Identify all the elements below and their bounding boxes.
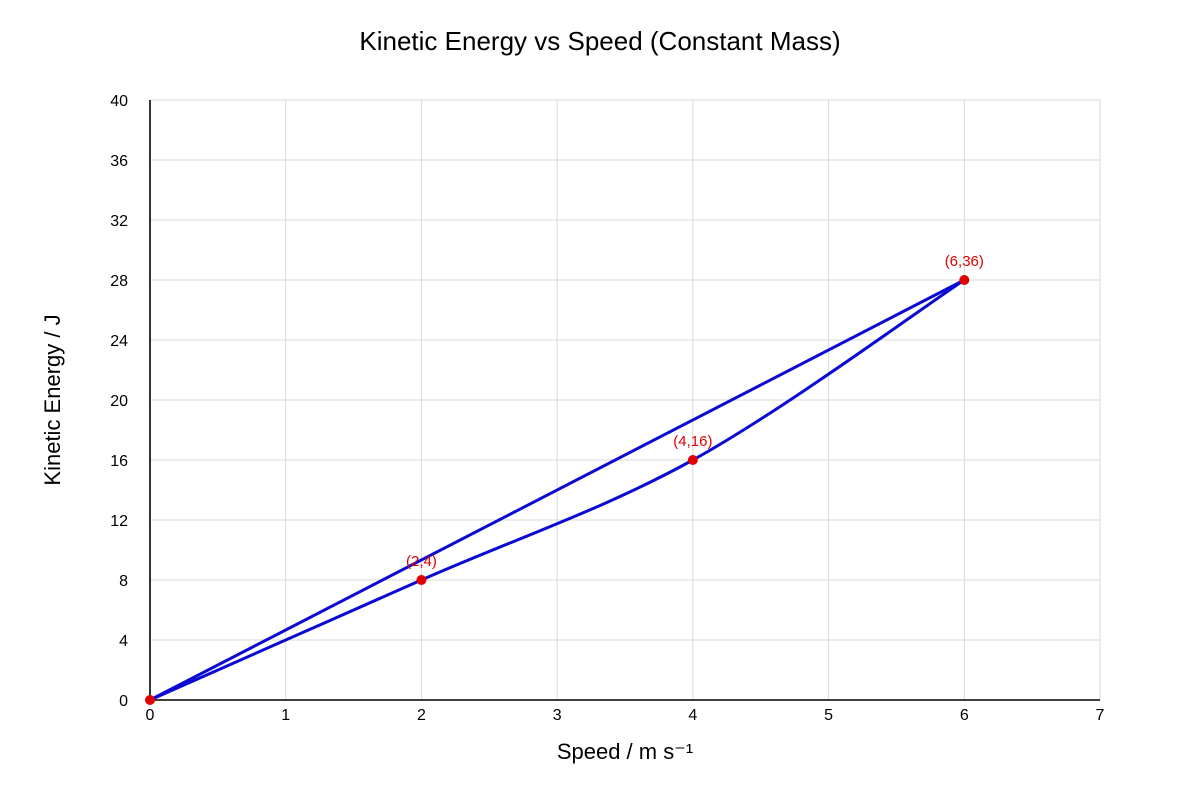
x-tick-label: 0: [146, 707, 155, 724]
x-tick-label: 1: [281, 707, 290, 724]
y-tick-label: 0: [119, 693, 128, 710]
y-tick-label: 32: [110, 213, 128, 230]
x-tick-label: 3: [553, 707, 562, 724]
data-point: [416, 575, 427, 585]
data-point-label: (2,4): [406, 553, 437, 570]
chart-title: Kinetic Energy vs Speed (Constant Mass): [359, 26, 840, 56]
y-tick-label: 40: [110, 93, 128, 110]
x-axis-title: Speed / m s⁻¹: [557, 739, 693, 764]
data-point-label: (6,36): [945, 253, 984, 270]
y-tick-label: 4: [119, 633, 128, 650]
straight-series-line: [148, 278, 966, 702]
x-tick-label: 7: [1096, 707, 1105, 724]
y-tick-label: 8: [119, 573, 128, 590]
data-point: [145, 695, 155, 705]
x-tick-label: 5: [824, 707, 833, 724]
series-layer: [148, 278, 966, 702]
y-tick-label: 28: [110, 273, 128, 290]
curved-series-line: [148, 278, 966, 702]
y-axis-title: Kinetic Energy / J: [40, 314, 65, 485]
data-point: [687, 455, 698, 465]
points-layer: (2,4) (4,16) (6,36): [145, 253, 984, 705]
x-tick-label: 4: [688, 707, 697, 724]
data-point: [959, 275, 970, 285]
y-tick-label: 16: [110, 453, 128, 470]
data-point-label: (4,16): [673, 433, 712, 450]
x-tick-label: 6: [960, 707, 969, 724]
y-tick-label: 36: [110, 153, 128, 170]
y-tick-label: 20: [110, 393, 128, 410]
y-tick-label: 12: [110, 513, 128, 530]
x-tick-label: 2: [417, 707, 426, 724]
grid-layer: [150, 99, 1101, 700]
y-tick-label: 24: [110, 333, 128, 350]
